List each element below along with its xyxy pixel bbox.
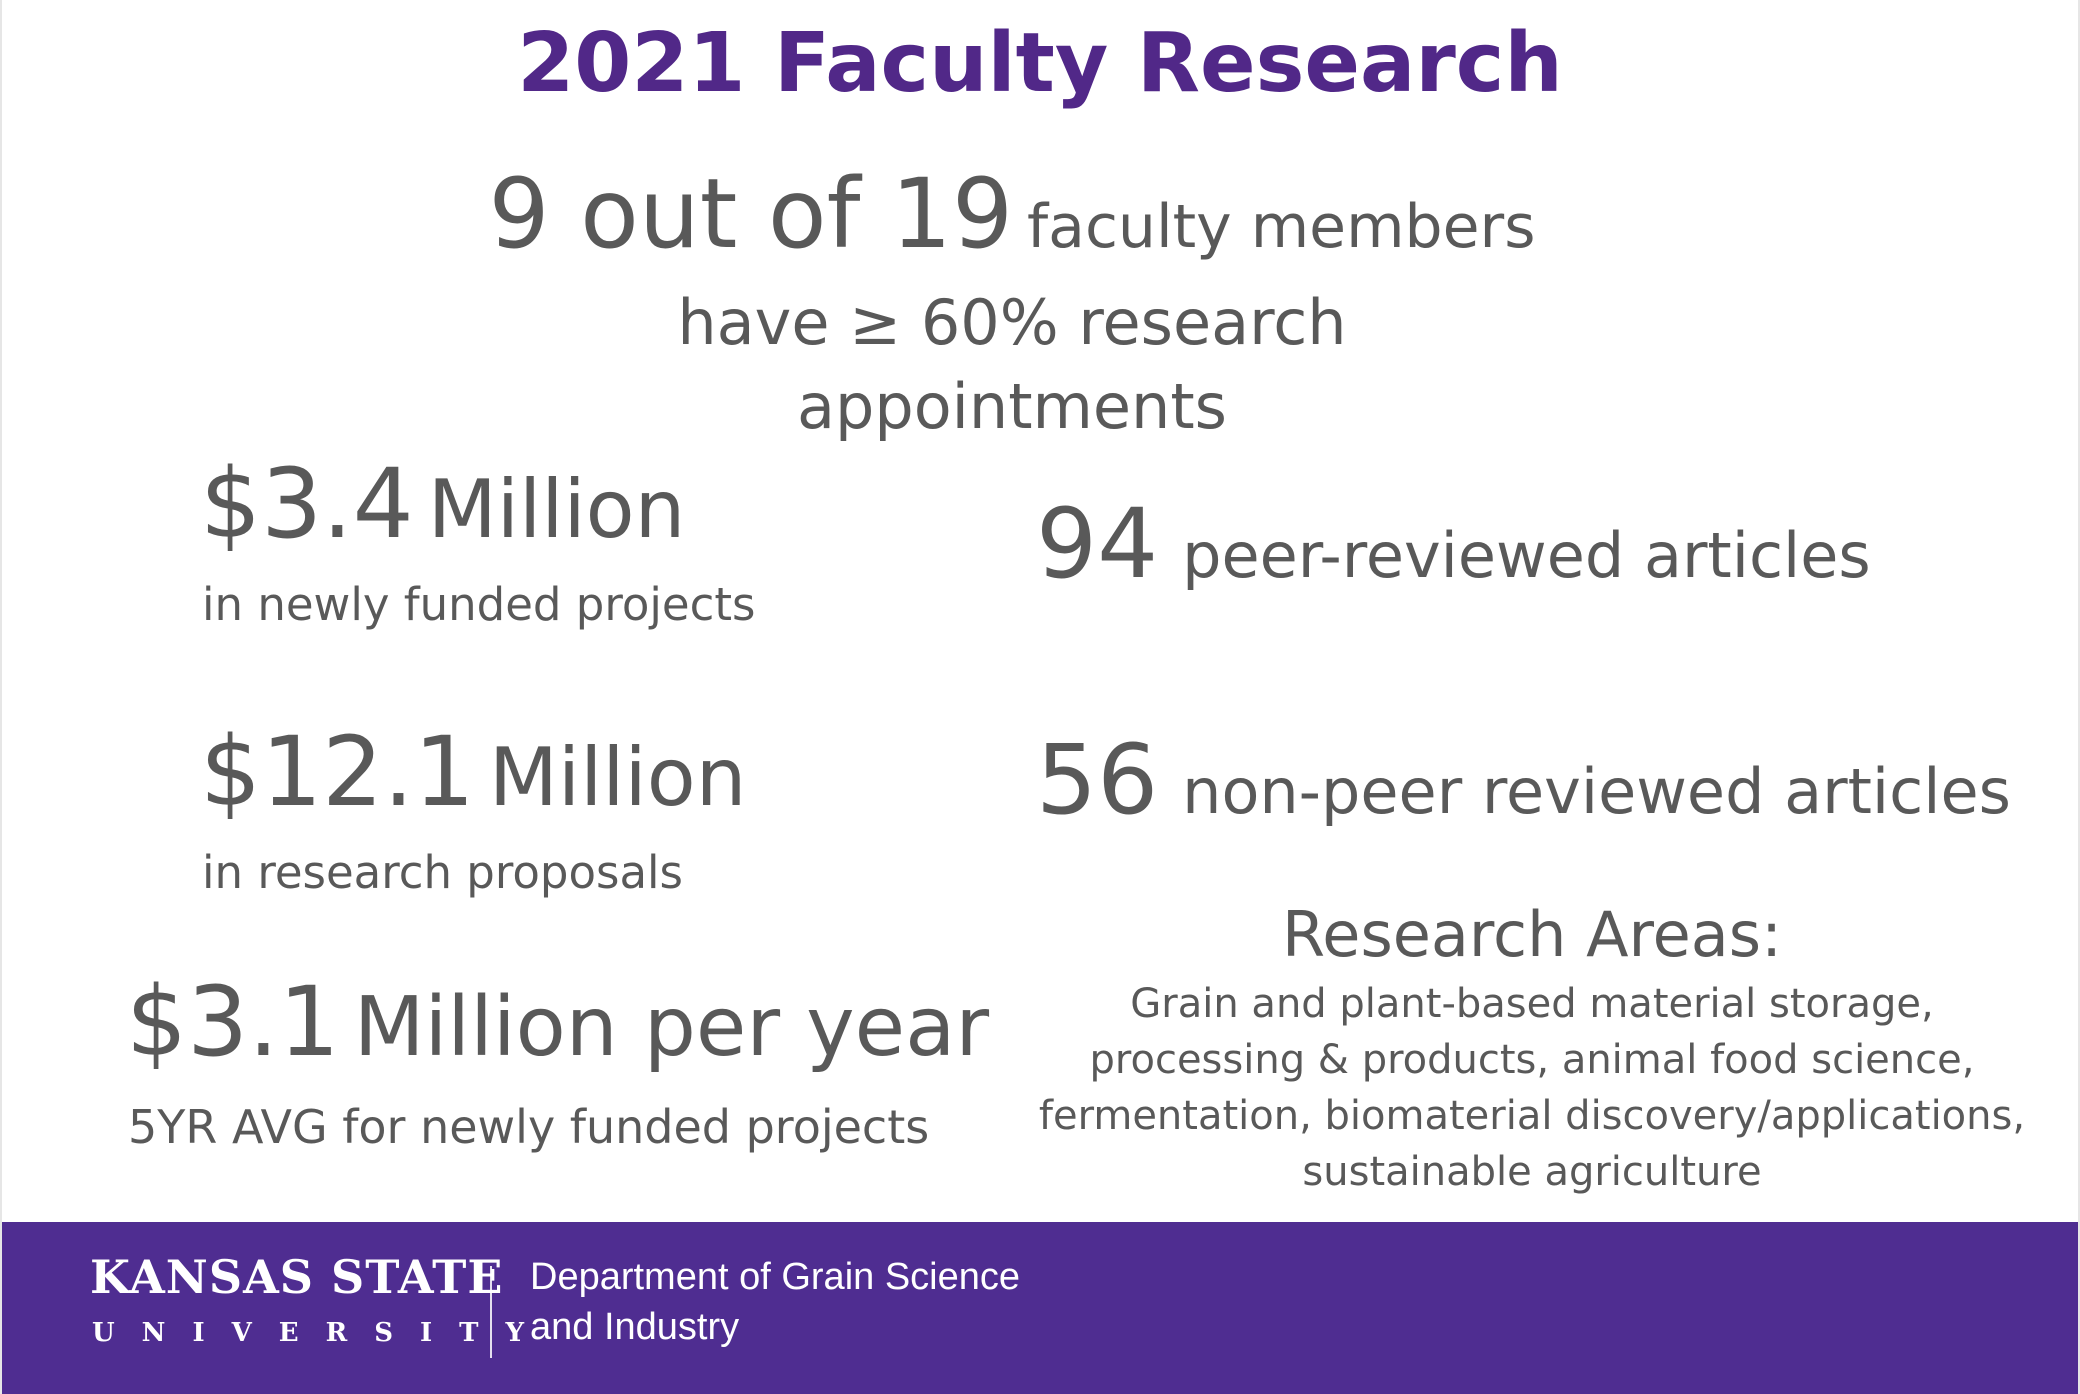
stat-unit: Million <box>427 463 686 556</box>
department-name: Department of Grain Science and Industry <box>530 1252 1020 1352</box>
research-areas-heading: Research Areas: <box>1282 898 1782 971</box>
slide-title: 2021 Faculty Research <box>517 16 1563 111</box>
stat-unit: Million per year <box>353 980 990 1075</box>
research-area-line: Grain and plant-based material storage, <box>1130 981 1934 1027</box>
stat-value: $3.4 <box>200 448 414 560</box>
stat-description: in newly funded projects <box>202 578 756 631</box>
stat-label: non-peer reviewed articles <box>1182 755 2011 828</box>
faculty-ratio-line3: appointments <box>797 370 1227 443</box>
university-logo-subtitle: UNIVERSITY <box>92 1318 552 1348</box>
stat-five-year-average: $3.1 Million per year <box>126 966 989 1078</box>
footer-divider <box>490 1266 492 1358</box>
stat-research-proposals: $12.1 Million <box>200 716 746 828</box>
research-area-line: processing & products, animal food scien… <box>1089 1037 1975 1083</box>
department-line1: Department of Grain Science <box>530 1256 1021 1298</box>
university-logo-wordmark: KANSAS STATE <box>90 1250 504 1304</box>
stat-value: 94 <box>1036 488 1159 600</box>
department-line2: and Industry <box>530 1306 740 1348</box>
stat-value: $12.1 <box>200 716 475 828</box>
stat-label: peer-reviewed articles <box>1182 519 1871 592</box>
research-areas-list: Grain and plant-based material storage, … <box>1032 976 2032 1200</box>
stat-non-peer-reviewed: 56 non-peer reviewed articles <box>1036 724 2011 836</box>
faculty-ratio-count: 9 out of 19 <box>488 158 1014 270</box>
stat-value: $3.1 <box>126 966 340 1078</box>
stat-description: 5YR AVG for newly funded projects <box>128 1100 930 1154</box>
stat-newly-funded: $3.4 Million <box>200 448 685 560</box>
faculty-ratio-line2: have ≥ 60% research <box>677 286 1347 359</box>
stat-unit: Million <box>488 731 747 824</box>
research-area-line: fermentation, biomaterial discovery/appl… <box>1038 1093 2026 1139</box>
stat-value: 56 <box>1036 724 1159 836</box>
research-area-line: sustainable agriculture <box>1302 1149 1762 1195</box>
faculty-ratio-label: faculty members <box>1027 192 1536 262</box>
stat-peer-reviewed: 94 peer-reviewed articles <box>1036 488 1871 600</box>
footer-bar: KANSAS STATE UNIVERSITY Department of Gr… <box>2 1222 2078 1394</box>
faculty-ratio: 9 out of 19 faculty members <box>2 158 2022 270</box>
stat-description: in research proposals <box>202 846 683 899</box>
